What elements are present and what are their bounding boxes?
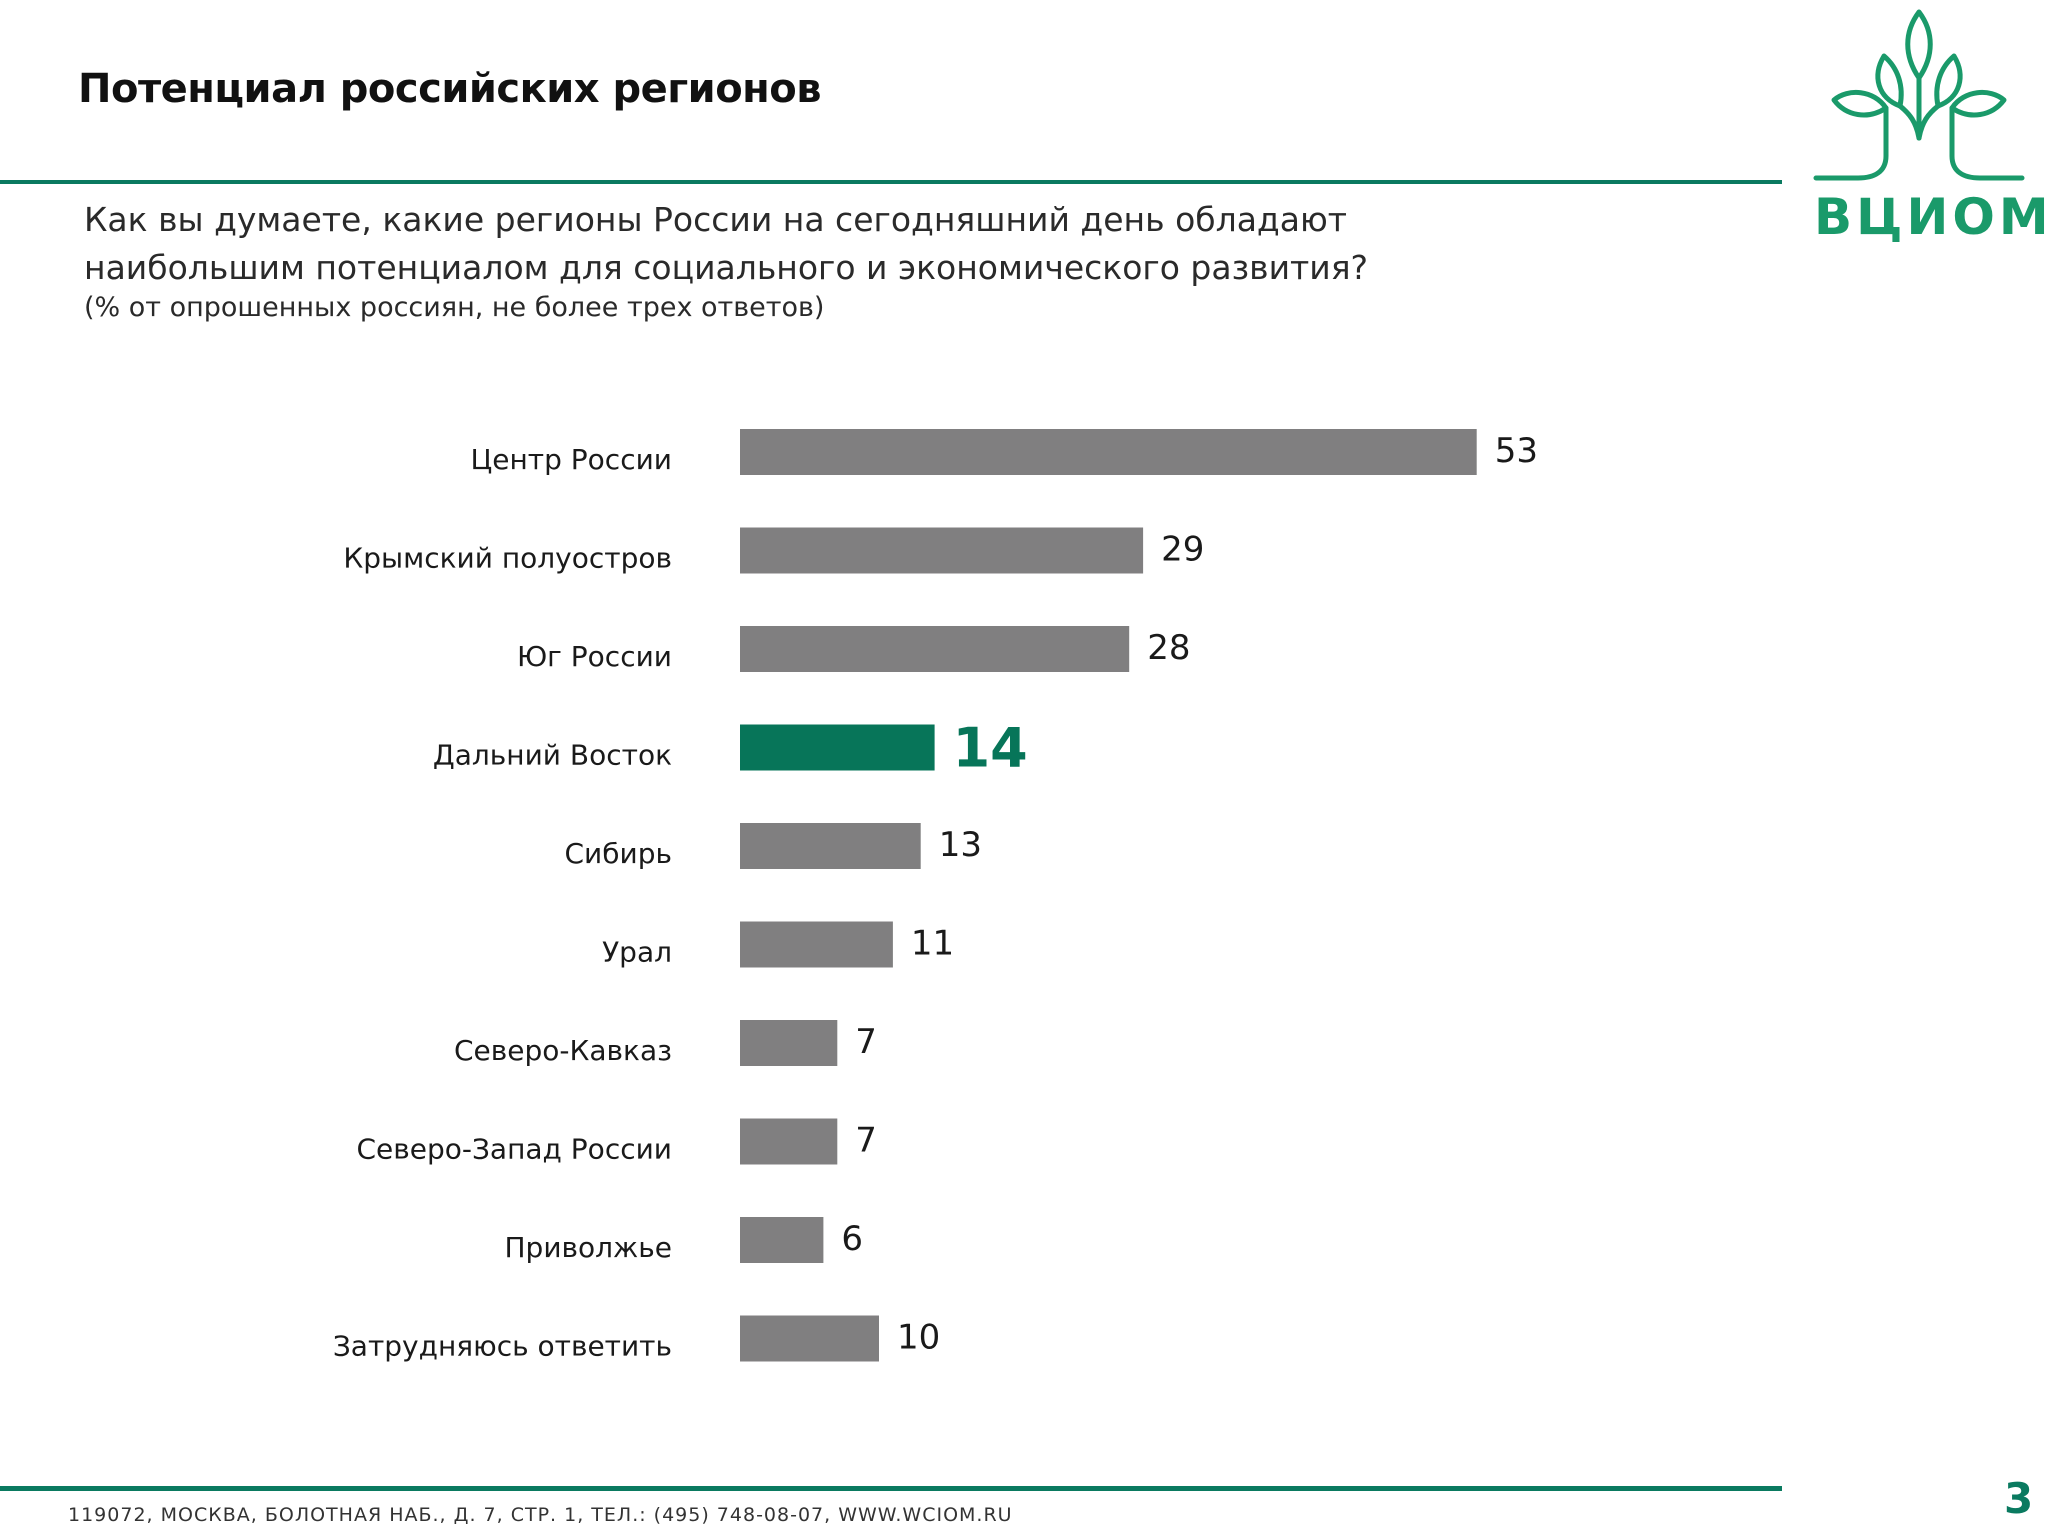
value-label: 10 — [897, 1318, 940, 1358]
category-label: Урал — [602, 936, 672, 969]
value-label: 11 — [911, 924, 954, 964]
value-label: 14 — [953, 717, 1028, 780]
survey-note: (% от опрошенных россиян, не более трех … — [84, 292, 825, 323]
value-label: 53 — [1495, 431, 1538, 471]
header-divider — [0, 180, 1782, 184]
category-label: Приволжье — [504, 1231, 672, 1264]
bar-chart: Центр России 53 Крымский полуостров 29 Юг Ро… — [333, 429, 1538, 1363]
category-label: Сибирь — [565, 837, 673, 870]
tree-logo-icon — [1813, 9, 2025, 181]
footer-address: 119072, МОСКВА, БОЛОТНАЯ НАБ., Д. 7, СТР… — [68, 1504, 1013, 1526]
bar — [740, 1118, 838, 1165]
slide-title: Потенциал российских регионов — [78, 66, 822, 112]
value-label: 6 — [841, 1219, 863, 1259]
page-number: 3 — [2004, 1474, 2034, 1523]
value-label: 7 — [855, 1022, 877, 1062]
logo-wordmark: ВЦИОМ — [1814, 188, 2048, 246]
value-label: 29 — [1161, 530, 1204, 570]
category-label: Северо-Запад России — [356, 1133, 672, 1166]
category-label: Северо-Кавказ — [454, 1034, 672, 1067]
footer-divider — [0, 1486, 1782, 1491]
value-label: 7 — [855, 1121, 877, 1161]
category-label: Юг России — [517, 640, 672, 673]
bar — [740, 1020, 838, 1066]
bar — [740, 527, 1144, 574]
bar — [740, 429, 1477, 475]
category-label: Затрудняюсь ответить — [333, 1330, 672, 1363]
bar-highlight — [740, 724, 935, 771]
bar — [740, 921, 893, 968]
value-label: 13 — [939, 825, 982, 865]
category-label: Дальний Восток — [433, 739, 672, 772]
bar — [740, 1217, 824, 1263]
value-label: 28 — [1147, 628, 1190, 668]
bar — [740, 823, 921, 869]
category-label: Крымский полуостров — [343, 542, 672, 575]
bar — [740, 1315, 879, 1362]
bar — [740, 626, 1130, 672]
category-label: Центр России — [471, 443, 672, 476]
survey-question: Как вы думаете, какие регионы России на … — [84, 200, 1369, 287]
